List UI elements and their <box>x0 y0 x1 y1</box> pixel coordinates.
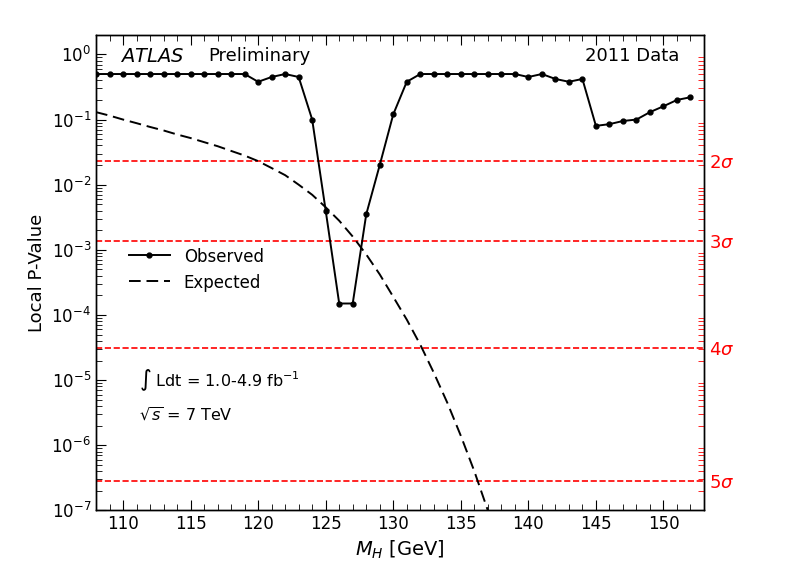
Expected <box>172 131 182 138</box>
Expected <box>456 432 466 439</box>
Expected <box>442 399 452 406</box>
Expected <box>199 139 209 146</box>
Text: $\mathit{ATLAS}$: $\mathit{ATLAS}$ <box>120 47 185 66</box>
Expected <box>254 158 263 165</box>
Expected <box>186 135 195 142</box>
Observed <box>442 71 452 78</box>
Observed <box>172 71 182 78</box>
Expected <box>470 467 479 474</box>
Observed <box>146 71 155 78</box>
Observed <box>132 71 142 78</box>
Observed <box>105 71 114 78</box>
Observed <box>280 71 290 78</box>
Expected <box>118 116 128 123</box>
Observed <box>307 116 317 123</box>
Observed <box>389 111 398 118</box>
Observed <box>254 78 263 85</box>
Observed <box>334 300 344 307</box>
Expected <box>334 218 344 224</box>
Expected <box>240 152 250 159</box>
Expected <box>362 251 371 258</box>
Expected <box>497 546 506 553</box>
Observed <box>213 71 222 78</box>
Expected <box>375 271 385 278</box>
Observed <box>605 121 614 128</box>
Observed <box>158 71 168 78</box>
Observed <box>550 75 560 82</box>
Observed <box>402 78 411 85</box>
Expected <box>483 507 493 514</box>
Text: $\sqrt{s}$ = 7 TeV: $\sqrt{s}$ = 7 TeV <box>138 406 232 423</box>
Expected <box>213 143 222 150</box>
Observed <box>321 207 330 214</box>
Observed <box>118 71 128 78</box>
Observed <box>199 71 209 78</box>
Observed <box>645 108 654 115</box>
Expected <box>307 191 317 198</box>
Observed <box>456 71 466 78</box>
Expected <box>321 204 330 211</box>
Observed <box>375 162 385 169</box>
Expected <box>294 181 303 188</box>
Observed <box>470 71 479 78</box>
Expected <box>105 112 114 119</box>
Observed <box>91 71 101 78</box>
Expected <box>280 172 290 179</box>
Text: Preliminary: Preliminary <box>209 47 310 65</box>
Observed <box>240 71 250 78</box>
Expected <box>158 127 168 134</box>
Observed <box>658 103 668 110</box>
Expected <box>348 233 358 240</box>
Observed <box>415 71 425 78</box>
Legend: Observed, Expected: Observed, Expected <box>129 248 264 292</box>
Expected <box>415 341 425 348</box>
Observed <box>618 118 628 125</box>
Text: $\int$ Ldt = 1.0-4.9 fb$^{-1}$: $\int$ Ldt = 1.0-4.9 fb$^{-1}$ <box>138 368 299 393</box>
Observed <box>672 96 682 103</box>
Expected <box>429 369 438 376</box>
Observed <box>267 74 277 81</box>
Observed <box>510 71 520 78</box>
Line: Observed: Observed <box>94 71 693 306</box>
Observed <box>564 78 574 85</box>
Expected <box>267 165 277 172</box>
Observed <box>578 75 587 82</box>
Observed <box>294 74 303 81</box>
Line: Expected: Expected <box>96 112 690 580</box>
Observed <box>632 116 642 123</box>
Observed <box>497 71 506 78</box>
Observed <box>362 211 371 218</box>
Observed <box>429 71 438 78</box>
Observed <box>523 74 533 81</box>
Observed <box>348 300 358 307</box>
Expected <box>226 147 236 154</box>
Expected <box>402 316 411 323</box>
Observed <box>591 122 601 129</box>
Observed <box>186 71 195 78</box>
Text: 2011 Data: 2011 Data <box>586 47 680 65</box>
Expected <box>146 124 155 130</box>
Observed <box>537 71 546 78</box>
Expected <box>132 119 142 126</box>
Y-axis label: Local P-Value: Local P-Value <box>28 213 46 332</box>
Observed <box>226 71 236 78</box>
Expected <box>389 293 398 300</box>
X-axis label: $M_{H}$ [GeV]: $M_{H}$ [GeV] <box>355 539 445 561</box>
Observed <box>483 71 493 78</box>
Expected <box>91 108 101 115</box>
Observed <box>686 94 695 101</box>
